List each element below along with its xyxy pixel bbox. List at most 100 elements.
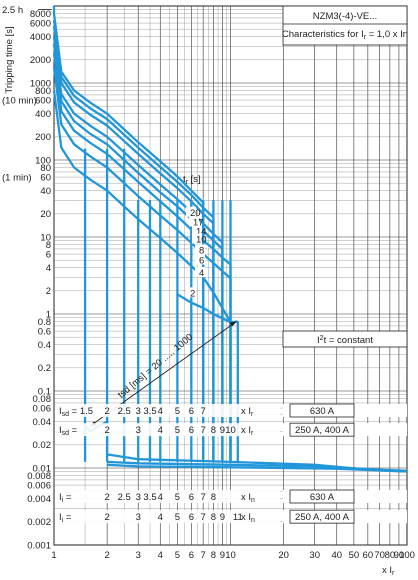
tr-label-bg bbox=[186, 287, 196, 298]
table-value: 4 bbox=[158, 425, 163, 436]
tr-legend-header: tr [s] bbox=[183, 174, 201, 186]
x-tick-label: 10 bbox=[225, 550, 236, 561]
x-tick-label: 60 bbox=[363, 550, 374, 561]
y-tick-label: 20 bbox=[40, 209, 51, 220]
table-row-bg bbox=[55, 490, 280, 504]
tr-label-bg bbox=[192, 233, 202, 244]
tr-label-bg bbox=[195, 267, 205, 278]
table-value: 7 bbox=[201, 406, 206, 417]
table-value: 2 bbox=[104, 425, 109, 436]
instantaneous-floor bbox=[107, 463, 408, 473]
thermal-curve bbox=[52, 25, 215, 225]
tsd-label: tsd [ms] = 20 ..... 1000 bbox=[116, 332, 195, 401]
table-row-bg bbox=[55, 403, 280, 417]
y-tick-label: 2 bbox=[46, 286, 51, 297]
y-tick-label: 400 bbox=[35, 109, 51, 120]
x-tick-label: 2 bbox=[104, 550, 109, 561]
y-axis-title: Tripping time [s] bbox=[4, 26, 15, 93]
table-unit: x In bbox=[241, 492, 255, 504]
table-value: 8 bbox=[211, 425, 216, 436]
i2t-label: I2t = constant bbox=[317, 335, 373, 346]
table-value: 8 bbox=[211, 492, 216, 503]
y-tick-label: 200 bbox=[35, 132, 51, 143]
rating-box bbox=[289, 509, 355, 524]
y-tick-label: 60 bbox=[40, 172, 51, 183]
y-tick-label: 0.06 bbox=[33, 403, 52, 414]
table-value: 2 bbox=[104, 406, 109, 417]
table-value: 7 bbox=[201, 492, 206, 503]
table-value: 5 bbox=[175, 406, 180, 417]
table-value: 4 bbox=[158, 406, 163, 417]
table-rating: 250 A, 400 A bbox=[295, 425, 350, 436]
table-row-bg bbox=[55, 423, 280, 437]
table-value: 5 bbox=[175, 425, 180, 436]
table-value: 8 bbox=[211, 512, 216, 523]
x-tick-label: 8 bbox=[211, 550, 216, 561]
table-value: 2 bbox=[104, 512, 109, 523]
table-value: 4 bbox=[158, 512, 163, 523]
y-tick-label: 800 bbox=[35, 86, 51, 97]
y-side-label: (10 min) bbox=[2, 95, 37, 106]
tr-value-label: 2 bbox=[190, 288, 195, 299]
table-rating: 250 A, 400 A bbox=[295, 512, 350, 523]
table-rating: 630 A bbox=[310, 406, 335, 417]
y-tick-label: 600 bbox=[35, 95, 51, 106]
x-tick-label: 3 bbox=[136, 550, 141, 561]
y-tick-label: 0.6 bbox=[38, 326, 51, 337]
y-tick-label: 0.08 bbox=[33, 394, 52, 405]
x-tick-label: 5 bbox=[175, 550, 180, 561]
y-tick-label: 0.001 bbox=[27, 540, 51, 551]
x-tick-label: 30 bbox=[309, 550, 320, 561]
y-tick-label: 4 bbox=[46, 263, 51, 274]
table-value: 6 bbox=[189, 425, 194, 436]
table-value: 6 bbox=[189, 406, 194, 417]
table-prefix: Isd = 1.5 bbox=[59, 406, 93, 418]
y-side-label: (1 min) bbox=[2, 172, 32, 183]
table-unit: x Ir bbox=[241, 406, 254, 418]
y-tick-label: 0.01 bbox=[33, 463, 52, 474]
y-tick-label: 8 bbox=[46, 240, 51, 251]
y-tick-label: 2000 bbox=[30, 55, 51, 66]
axis-ticks: 1 2 3 4 5 6 7 8 9 10 20 30 40 50 60 70 80901008000600040… bbox=[2, 5, 415, 577]
thermal-curve bbox=[52, 13, 205, 204]
y-tick-label: 6 bbox=[46, 249, 51, 260]
y-tick-label: 0.004 bbox=[27, 494, 51, 505]
table-unit: x In bbox=[241, 512, 255, 524]
table-value: 7 bbox=[201, 425, 206, 436]
x-axis-title: x Ir bbox=[382, 565, 395, 577]
x-tick-label: 40 bbox=[331, 550, 342, 561]
chart-subtitle: Characteristics for Ir = 1,0 x In bbox=[282, 29, 408, 41]
thermal-curve bbox=[52, 20, 215, 219]
table-value: 3 bbox=[136, 425, 141, 436]
thermal-curve bbox=[52, 43, 224, 250]
y-tick-label: 100 bbox=[35, 155, 51, 166]
rating-box bbox=[289, 403, 355, 418]
tr-value-label: 4 bbox=[199, 268, 204, 279]
x-tick-label: 1 bbox=[51, 550, 56, 561]
x-tick-label: 100 bbox=[399, 550, 415, 561]
x-tick-label: 90 bbox=[394, 550, 405, 561]
y-tick-label: 0.008 bbox=[27, 471, 51, 482]
tsd-arrow-head bbox=[229, 321, 237, 327]
x-tick-label: 50 bbox=[349, 550, 360, 561]
tr-value-label: 14 bbox=[196, 226, 207, 237]
table-value: 2.5 bbox=[118, 406, 131, 417]
tr-value-label: 8 bbox=[199, 245, 204, 256]
tr-label-bg bbox=[192, 225, 202, 236]
table-value: 6 bbox=[189, 512, 194, 523]
y-tick-label: 40 bbox=[40, 186, 51, 197]
table-value: 5 bbox=[175, 512, 180, 523]
table-value: 3.5 bbox=[143, 406, 156, 417]
x-tick-label: 9 bbox=[220, 550, 225, 561]
y-tick-label: 0.8 bbox=[38, 317, 51, 328]
thermal-curve bbox=[52, 36, 224, 244]
tr-label-bg bbox=[195, 244, 205, 255]
chart-title: NZM3(-4)-VE... bbox=[313, 11, 377, 22]
y-tick-label: 0.2 bbox=[38, 363, 51, 374]
table-value: 3 bbox=[136, 406, 141, 417]
table-prefix: Ii = bbox=[59, 492, 72, 504]
tr-label-bg bbox=[189, 216, 199, 227]
y-tick-label: 0.1 bbox=[38, 386, 51, 397]
rating-box bbox=[289, 489, 355, 504]
i2t-box bbox=[282, 330, 408, 348]
